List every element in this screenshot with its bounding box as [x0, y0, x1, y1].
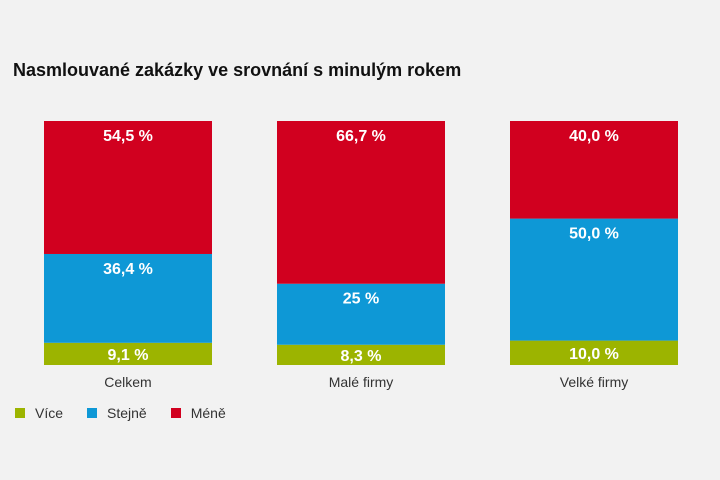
data-label-velke-firmy-vice: 10,0 % [569, 346, 619, 363]
data-label-male-firmy-mene: 66,7 % [336, 128, 386, 145]
legend-item-stejne: Stejně [87, 405, 147, 421]
legend-label-vice: Více [35, 405, 64, 421]
bar-segment-velke-firmy-vice [510, 340, 678, 365]
bar-segment-celkem-mene [44, 121, 212, 254]
bar-segment-celkem-stejne [44, 253, 212, 343]
data-label-celkem-stejne: 36,4 % [103, 261, 153, 278]
legend: Více Stejně Méně [15, 405, 250, 421]
chart-title: Nasmlouvané zakázky ve srovnání s minulý… [13, 60, 462, 80]
legend-item-mene: Méně [170, 405, 226, 421]
category-label-celkem: Celkem [104, 374, 151, 390]
data-label-celkem-mene: 54,5 % [103, 128, 153, 145]
legend-swatch-mene [170, 408, 181, 418]
category-label-velke-firmy: Velké firmy [560, 374, 628, 390]
legend-swatch-vice [15, 408, 25, 418]
data-label-velke-firmy-stejne: 50,0 % [569, 226, 619, 243]
legend-label-stejne: Stejně [107, 405, 147, 421]
data-label-male-firmy-stejne: 25 % [343, 291, 379, 308]
legend-item-vice: Více [15, 405, 63, 421]
bar-segment-velke-firmy-mene [510, 121, 678, 219]
bar-segment-male-firmy-stejne [277, 283, 445, 345]
bar-segment-male-firmy-mene [277, 121, 445, 284]
bar-segment-male-firmy-vice [277, 344, 445, 365]
data-label-velke-firmy-mene: 40,0 % [569, 128, 619, 145]
legend-label-mene: Méně [190, 405, 226, 421]
bar-segment-celkem-vice [44, 342, 212, 365]
bar-segment-velke-firmy-stejne [510, 218, 678, 341]
data-label-celkem-vice: 9,1 % [108, 347, 149, 364]
category-label-male-firmy: Malé firmy [329, 374, 394, 390]
data-label-male-firmy-vice: 8,3 % [341, 348, 382, 365]
legend-swatch-stejne [87, 408, 98, 418]
